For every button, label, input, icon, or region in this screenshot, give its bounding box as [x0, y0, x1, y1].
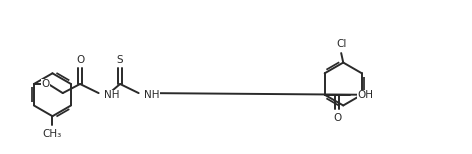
Text: CH₃: CH₃: [43, 129, 62, 139]
Text: S: S: [117, 55, 123, 65]
Text: Cl: Cl: [336, 39, 346, 49]
Text: O: O: [76, 55, 84, 65]
Text: NH: NH: [104, 90, 119, 100]
Text: O: O: [42, 79, 50, 89]
Text: NH: NH: [144, 90, 160, 100]
Text: OH: OH: [357, 90, 373, 100]
Text: O: O: [333, 113, 341, 123]
